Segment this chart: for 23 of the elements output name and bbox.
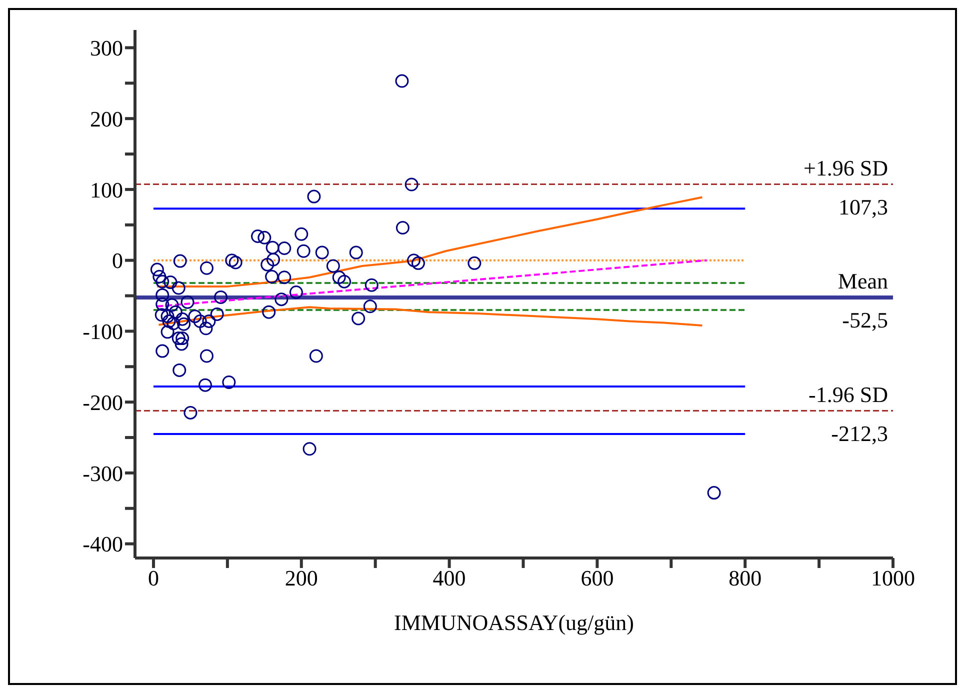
x-tick-label: 1000 (871, 566, 915, 591)
x-tick-label: 800 (728, 566, 762, 591)
line-series (158, 306, 704, 327)
x-axis-title: IMMUNOASSAY(ug/gün) (394, 610, 634, 635)
annotation: 107,3 (838, 194, 888, 220)
x-tick-label: 400 (432, 566, 466, 591)
annotation: -212,3 (831, 420, 888, 446)
annotation: -52,5 (842, 308, 888, 333)
y-tick-label: -100 (82, 319, 123, 344)
ref-line-label: -1.96 SD (808, 382, 888, 407)
y-tick-label: 200 (90, 106, 123, 132)
y-tick-label: -300 (82, 460, 123, 486)
y-tick-label: 300 (90, 36, 123, 61)
y-tick-label: -200 (82, 390, 123, 415)
y-tick-label: 100 (90, 177, 123, 202)
y-tick-label: -400 (82, 532, 123, 557)
x-tick-label: 200 (284, 566, 318, 591)
y-tick-label: 0 (112, 248, 123, 274)
x-tick-label: 0 (148, 566, 159, 591)
ref-line-label: +1.96 SD (803, 155, 888, 180)
line-series (156, 196, 704, 288)
ref-line-label: Mean (838, 268, 888, 294)
x-tick-label: 600 (580, 566, 614, 591)
